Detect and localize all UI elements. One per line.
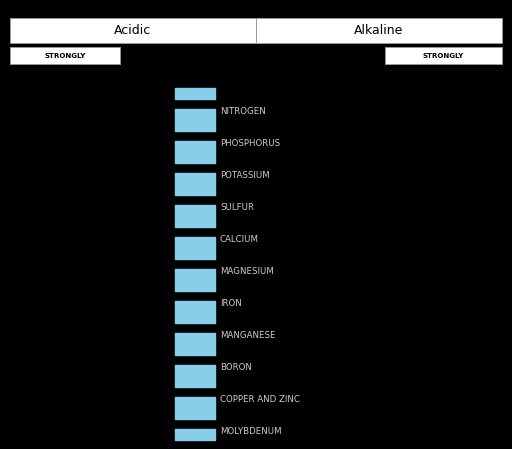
Text: PHOSPHORUS: PHOSPHORUS	[220, 138, 280, 148]
FancyBboxPatch shape	[385, 47, 502, 64]
Bar	[175, 312, 215, 323]
Text: BORON: BORON	[220, 362, 252, 371]
Bar	[175, 184, 215, 195]
Text: MANGANESE: MANGANESE	[220, 330, 275, 339]
Bar	[175, 109, 215, 120]
Text: COPPER AND ZINC: COPPER AND ZINC	[220, 395, 300, 404]
Text: CALCIUM: CALCIUM	[220, 234, 259, 243]
Text: IRON: IRON	[220, 299, 242, 308]
Bar	[175, 216, 215, 227]
FancyBboxPatch shape	[10, 47, 120, 64]
Bar	[175, 408, 215, 419]
Text: STRONGLY: STRONGLY	[423, 53, 464, 58]
Bar	[175, 248, 215, 259]
FancyBboxPatch shape	[256, 18, 502, 43]
Bar	[175, 205, 215, 216]
Bar	[175, 429, 215, 440]
Bar	[175, 141, 215, 152]
Bar	[175, 365, 215, 376]
Bar	[175, 397, 215, 408]
Bar	[175, 88, 215, 99]
Bar	[175, 269, 215, 280]
Text: MAGNESIUM: MAGNESIUM	[220, 267, 274, 276]
Bar	[175, 152, 215, 163]
Bar	[175, 344, 215, 355]
Bar	[175, 237, 215, 248]
Bar	[175, 301, 215, 312]
FancyBboxPatch shape	[10, 18, 256, 43]
Text: POTASSIUM: POTASSIUM	[220, 171, 270, 180]
Bar	[175, 173, 215, 184]
Bar	[175, 120, 215, 131]
Text: MOLYBDENUM: MOLYBDENUM	[220, 427, 282, 436]
Text: NITROGEN: NITROGEN	[220, 106, 266, 115]
Text: Acidic: Acidic	[114, 24, 152, 37]
Bar	[175, 376, 215, 387]
Bar	[175, 280, 215, 291]
Bar	[175, 333, 215, 344]
Text: Alkaline: Alkaline	[354, 24, 403, 37]
Text: SULFUR: SULFUR	[220, 202, 254, 211]
Text: STRONGLY: STRONGLY	[45, 53, 86, 58]
